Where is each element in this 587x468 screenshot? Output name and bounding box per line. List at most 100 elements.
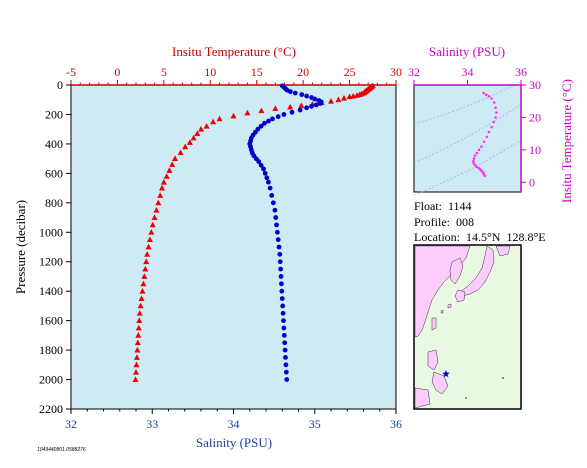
temperature-point xyxy=(133,368,139,375)
salinity-point xyxy=(274,222,279,228)
profile-number-label: Profile: 008 xyxy=(414,215,474,229)
temperature-tick-label: 25 xyxy=(344,65,356,79)
ts-salinity-axis-label: Salinity (PSU) xyxy=(429,44,505,59)
salinity-tick-label: 32 xyxy=(65,417,77,431)
temperature-point xyxy=(335,96,342,103)
temperature-point xyxy=(145,243,152,250)
footer-code: 1049440801.0588276 xyxy=(37,447,86,453)
luzon-island xyxy=(427,349,439,371)
location-label: Location: 14.5°N 128.8°E xyxy=(414,230,546,244)
salinity-point xyxy=(318,101,323,106)
ts-temperature-axis-label: Insitu Temperature (°C) xyxy=(559,79,574,203)
temperature-point xyxy=(153,206,160,213)
pressure-axis-label: Pressure (decibar) xyxy=(13,200,28,294)
salinity-point xyxy=(275,237,281,243)
temperature-point xyxy=(350,92,357,99)
temperature-point xyxy=(137,302,144,309)
temperature-point xyxy=(139,287,146,294)
temperature-point xyxy=(166,167,173,173)
ts-point xyxy=(480,145,483,148)
salinity-point xyxy=(275,114,281,120)
ryukyu-islands xyxy=(440,303,452,314)
temperature-tick-label: 20 xyxy=(297,65,309,79)
salinity-point xyxy=(278,274,284,279)
ts-point xyxy=(482,91,485,95)
salinity-point xyxy=(304,105,310,111)
ts-temperature-axis-ticks: 0 10 20 30 xyxy=(521,78,541,189)
temperature-point xyxy=(216,115,223,122)
temperature-point xyxy=(182,143,189,150)
salinity-point xyxy=(272,207,278,213)
salinity-point xyxy=(273,215,279,220)
ts-point xyxy=(472,161,475,165)
temperature-point xyxy=(143,258,150,265)
pressure-tick-label: 200 xyxy=(45,107,63,121)
map-island-dot xyxy=(465,397,467,399)
ts-point xyxy=(492,101,496,104)
temperature-point xyxy=(177,149,184,156)
temperature-point xyxy=(203,123,210,129)
salinity-point xyxy=(277,251,283,257)
temperature-point xyxy=(146,236,153,243)
salinity-point xyxy=(281,318,286,324)
pressure-tick-label: 600 xyxy=(45,166,63,180)
ts-temperature-tick-label: 10 xyxy=(529,143,541,157)
salinity-point xyxy=(309,103,314,109)
temperature-point xyxy=(287,103,294,110)
japan-kyushu xyxy=(454,289,466,303)
ts-point xyxy=(483,174,487,178)
salinity-point xyxy=(284,377,290,382)
isopycnal-lines xyxy=(413,81,522,196)
temperature-axis-label: Insitu Temperature (°C) xyxy=(172,44,296,59)
temperature-point xyxy=(354,92,360,98)
temperature-point xyxy=(230,112,237,119)
salinity-point xyxy=(277,259,283,265)
temperature-point xyxy=(155,199,162,206)
salinity-point xyxy=(289,109,295,115)
temperature-point xyxy=(141,273,148,279)
temperature-point xyxy=(149,221,156,228)
salinity-point xyxy=(281,112,287,117)
temperature-point xyxy=(190,134,197,141)
temperature-point xyxy=(144,251,151,257)
temperature-point xyxy=(244,109,251,116)
ts-point xyxy=(490,97,493,100)
temperature-point xyxy=(198,125,204,132)
ts-point xyxy=(484,93,488,97)
pressure-tick-label: 2200 xyxy=(39,402,63,416)
salinity-point xyxy=(287,89,293,95)
isopycnal-line xyxy=(413,104,522,164)
ts-point xyxy=(473,163,477,167)
ts-temperature-tick-label: 20 xyxy=(529,110,541,124)
location-map xyxy=(413,244,522,410)
korea-peninsula xyxy=(449,257,464,285)
ts-salinity-tick-label: 34 xyxy=(462,65,474,79)
temperature-point xyxy=(163,173,170,179)
salinity-point xyxy=(292,90,298,96)
temperature-point xyxy=(160,179,167,185)
salinity-point xyxy=(283,369,289,375)
temperature-tick-label: 15 xyxy=(251,65,263,79)
temperature-point xyxy=(138,295,145,301)
ts-point xyxy=(487,95,491,98)
temperature-series xyxy=(132,82,376,382)
temperature-point xyxy=(328,98,334,104)
salinity-point xyxy=(280,303,286,309)
temperature-point xyxy=(134,339,141,346)
temperature-point xyxy=(134,346,141,353)
temperature-point xyxy=(169,161,176,167)
temperature-point xyxy=(133,354,140,360)
pressure-tick-label: 800 xyxy=(45,196,63,210)
ts-point xyxy=(495,111,498,114)
salinity-point xyxy=(279,296,285,301)
salinity-point xyxy=(266,118,271,124)
salinity-point xyxy=(279,288,285,294)
salinity-point xyxy=(262,170,268,176)
salinity-point xyxy=(283,362,289,368)
ts-point xyxy=(472,159,475,163)
salinity-point xyxy=(258,123,264,129)
salinity-point xyxy=(266,179,271,185)
pressure-tick-label: 400 xyxy=(45,137,63,151)
salinity-point xyxy=(312,96,318,102)
